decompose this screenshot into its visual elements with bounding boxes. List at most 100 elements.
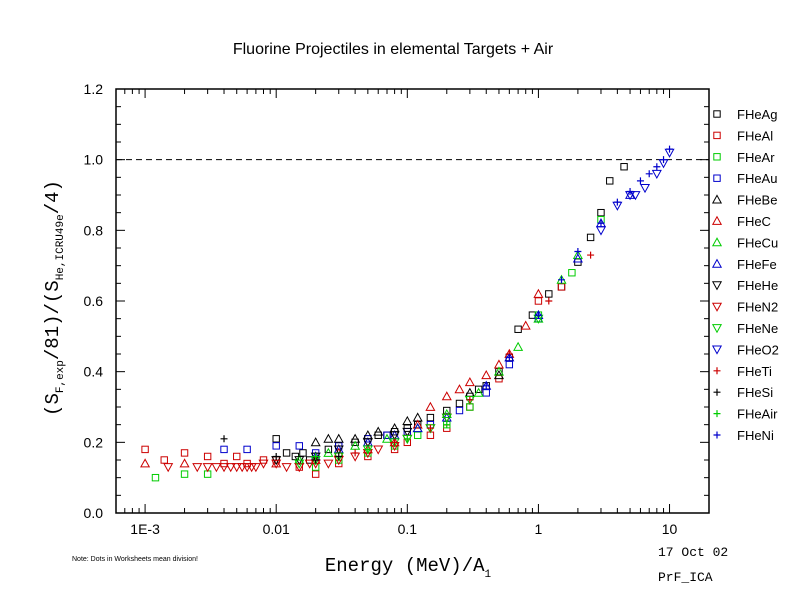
series-fheo2 [595,148,675,236]
data-point [441,408,452,418]
y-tick-label: 0.8 [84,222,104,238]
series-fheal [141,283,566,478]
y-tick-label: 0.2 [84,434,104,450]
data-point [482,389,490,397]
series-fheair [312,421,451,460]
data-point [514,325,522,333]
data-point [482,382,490,390]
x-tick-label: 10 [662,521,678,537]
data-point [595,226,607,236]
legend-marker [713,431,721,439]
data-point [653,163,661,171]
data-point [295,442,303,450]
data-point [225,463,236,473]
series-fhefe [310,189,636,461]
data-point [220,435,228,443]
data-point [381,433,393,443]
legend-item: FHeNe [711,321,778,336]
data-point [557,283,566,291]
x-tick-label: 0.01 [263,521,290,537]
legend-marker [713,174,721,182]
data-point [613,198,621,206]
legend-label: FHeBe [737,193,777,208]
legend-marker [711,215,723,225]
data-point [282,449,291,457]
data-point [272,452,280,460]
data-point [218,463,230,473]
data-point [237,463,248,473]
data-point [310,437,321,447]
y-tick-label: 0.4 [84,364,104,380]
data-point [180,449,189,457]
data-point [636,177,644,185]
series-fhehe [271,413,452,466]
data-point [505,354,513,362]
data-point [587,251,595,259]
legend-item: FHeNi [713,428,774,443]
data-point [202,463,213,473]
legend-item: FHeAl [713,128,773,143]
series-fhecu [294,249,583,464]
data-point [572,249,583,259]
data-point [323,459,334,469]
legend-label: FHeSi [737,385,773,400]
x-tick-label: 1 [535,521,543,537]
data-point [141,445,149,454]
legend-label: FHeAu [737,171,777,186]
data-point [412,422,423,433]
data-point [312,452,320,460]
legend-label: FHeNi [737,428,774,443]
data-point [493,366,504,376]
data-point [426,424,434,432]
data-point [140,458,151,468]
data-point [333,433,344,443]
data-point [660,156,668,164]
data-point [606,177,614,185]
legend-label: FHeAg [737,107,777,122]
data-point [373,445,384,455]
data-point [481,369,492,380]
legend-item: FHeC [711,214,771,229]
data-point [620,163,628,171]
data-point [391,438,399,446]
legend-label: FHeAr [737,150,775,165]
data-point [362,438,373,448]
series-fheti [312,251,595,464]
data-point [180,470,189,478]
data-point [597,208,605,217]
legend-marker [713,153,721,161]
data-point [304,459,315,469]
legend-marker [713,367,721,375]
legend-label: FHeAl [737,128,773,143]
data-point [192,463,203,473]
data-point [203,452,212,461]
code-text: PrF_ICA [658,570,713,585]
legend-label: FHeFe [737,257,777,272]
series-fhear [151,216,605,482]
legend-marker [713,388,721,396]
legend-item: FHeCu [711,235,778,250]
series-fhene [294,314,544,469]
legend-item: FHeAu [713,171,777,186]
data-point [466,396,474,404]
series-fheag [272,163,628,464]
legend-marker [711,281,723,291]
data-point [412,419,423,429]
data-point [333,445,344,455]
legend-item: FHeAr [713,150,775,165]
legend-marker [713,410,721,418]
data-point [220,445,228,454]
data-point [402,415,413,426]
data-point [350,440,361,450]
legend-marker [713,131,721,140]
data-point [464,377,475,387]
data-point [271,459,282,469]
y-tick-label: 0.6 [84,293,104,309]
x-tick-label: 1E-3 [130,521,160,537]
legend-marker [713,110,721,118]
data-point [383,431,391,439]
data-point [574,248,582,256]
data-point [441,413,452,423]
data-point [534,311,542,319]
data-point [323,433,334,443]
